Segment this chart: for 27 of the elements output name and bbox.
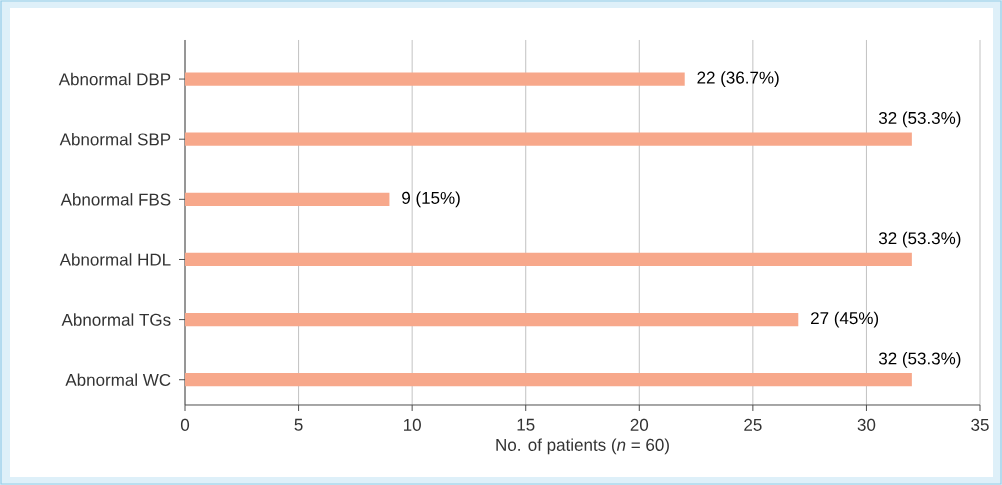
bar — [185, 192, 390, 206]
data-label: 27 (45%) — [811, 311, 879, 328]
x-tick-label: 20 — [630, 418, 649, 431]
data-label: 32 (53.3%) — [878, 231, 961, 248]
x-tick-label: 35 — [971, 418, 989, 431]
x-axis-title: No. of patients (n = 60) — [496, 438, 669, 455]
x-tick-label: 5 — [294, 418, 303, 431]
data-label: 9 (15%) — [402, 191, 460, 208]
bar — [185, 132, 912, 146]
x-tick-label: 0 — [180, 418, 190, 431]
x-tick-label: 10 — [403, 418, 421, 431]
x-tick-label: 15 — [517, 418, 535, 431]
data-label: 32 (53.3%) — [878, 352, 961, 368]
y-tick-label: Abnormal TGs — [61, 313, 171, 326]
y-tick-label: Abnormal DBP — [58, 72, 171, 86]
data-label: 22 (36.7%) — [697, 71, 779, 87]
x-tick-label: 30 — [857, 418, 876, 431]
y-tick-label: Abnormal WC — [65, 373, 171, 386]
y-tick-label: Abnormal SBP — [59, 132, 171, 146]
bar — [185, 72, 685, 86]
y-tick-label: Abnormal HDL — [59, 253, 171, 266]
x-tick-label: 25 — [744, 418, 762, 431]
bar — [185, 312, 799, 327]
data-label: 32 (53.3%) — [878, 111, 961, 128]
bar — [185, 373, 912, 387]
bar — [185, 252, 912, 267]
y-tick-label: Abnormal FBS — [60, 193, 171, 206]
